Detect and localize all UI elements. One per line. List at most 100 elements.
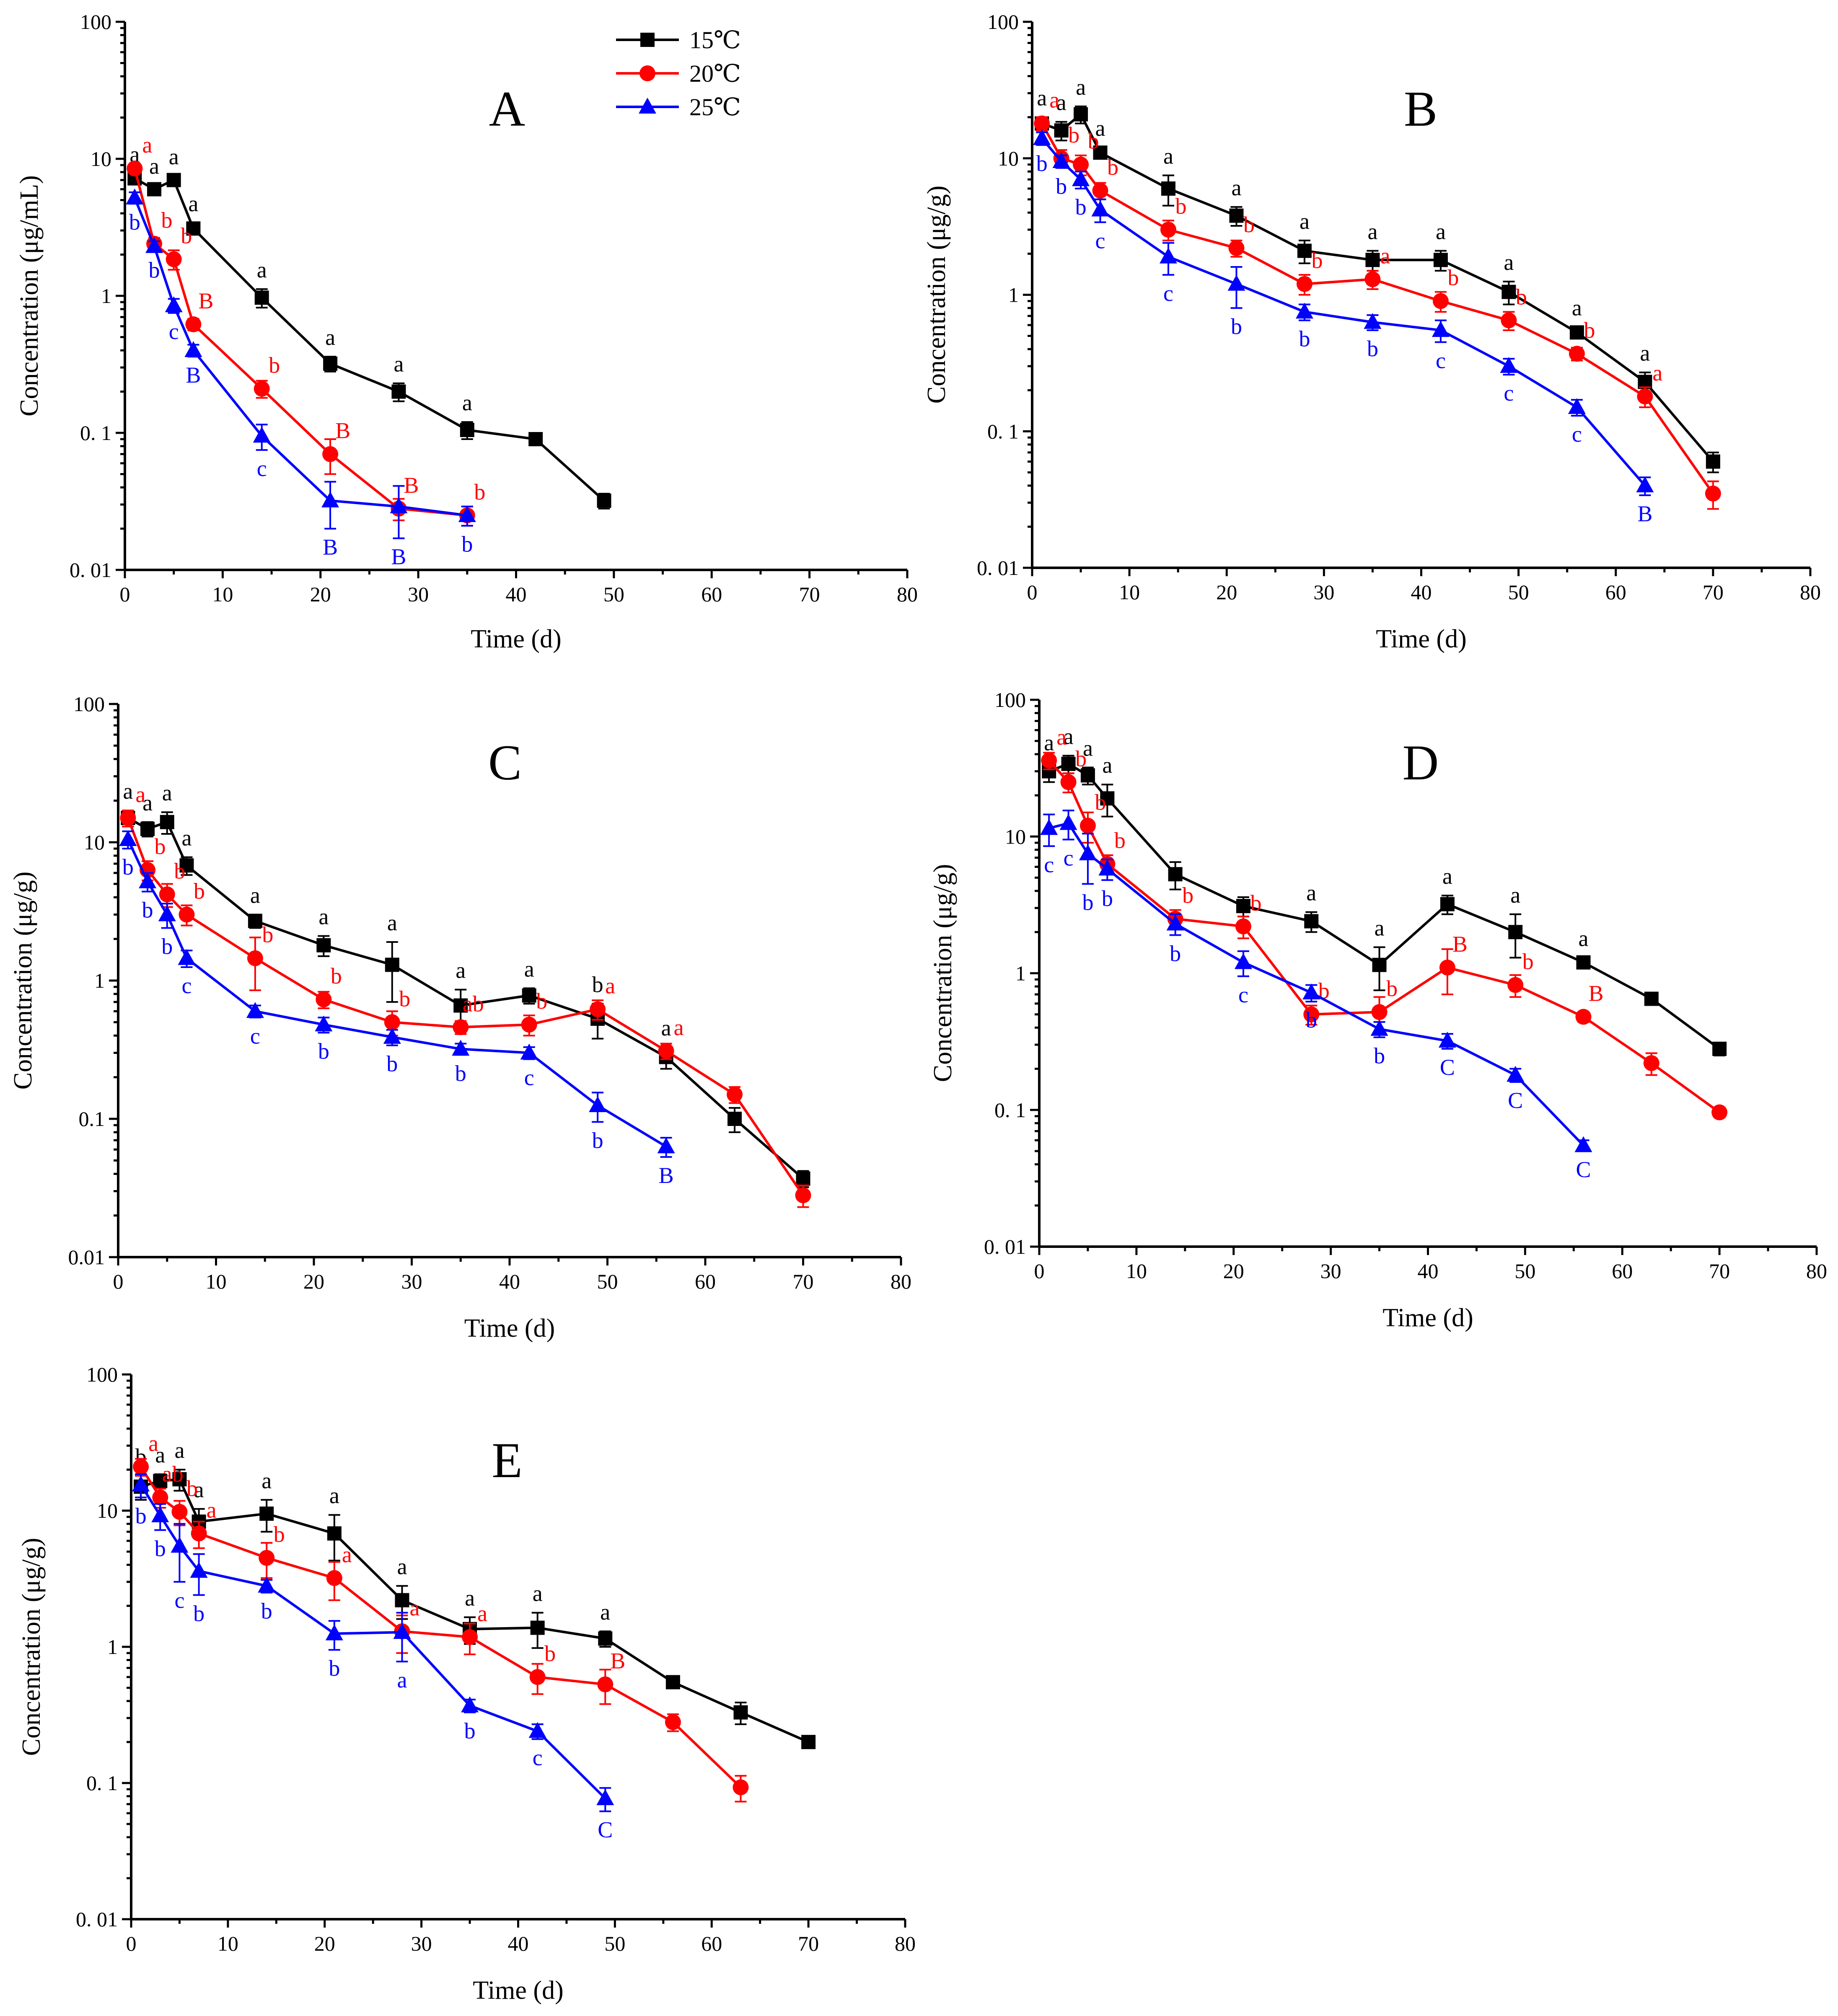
significance-label: a [123, 779, 133, 804]
data-point [1159, 247, 1177, 264]
significance-label: c [1436, 348, 1446, 373]
y-tick-label: 0. 01 [977, 556, 1019, 580]
data-point [1644, 991, 1659, 1006]
significance-label: C [1440, 1055, 1455, 1080]
significance-label: a [1076, 75, 1086, 100]
series-line [1041, 113, 1714, 463]
significance-label: a [257, 257, 267, 282]
significance-label: b [1243, 212, 1255, 237]
data-point [1041, 752, 1057, 769]
legend-marker [639, 65, 655, 81]
data-point [1060, 774, 1077, 790]
x-tick-label: 20 [303, 1270, 324, 1293]
significance-label: b [592, 972, 603, 997]
data-point [1059, 814, 1077, 830]
significance-label: a [605, 973, 615, 999]
significance-label: a [142, 790, 153, 815]
significance-label: b [386, 1051, 398, 1077]
data-point [384, 1014, 400, 1030]
x-tick-label: 0 [1034, 1259, 1045, 1283]
data-point [1636, 476, 1654, 492]
data-point [395, 1593, 409, 1607]
significance-label: a [181, 826, 192, 851]
significance-label: a [1306, 880, 1316, 906]
data-point [1080, 818, 1096, 834]
legend-marker [639, 98, 656, 114]
data-point [1072, 170, 1090, 186]
data-point [1040, 819, 1058, 835]
data-point [127, 160, 143, 177]
data-point [178, 949, 196, 965]
data-point [253, 427, 271, 443]
significance-label: a [1572, 295, 1582, 321]
data-point [1061, 756, 1076, 771]
significance-label: b [155, 1536, 166, 1561]
x-tick-label: 80 [1800, 580, 1821, 604]
data-point [158, 905, 176, 921]
y-tick-label: 0. 1 [987, 419, 1019, 443]
legend-label: 15℃ [689, 26, 741, 54]
significance-label: a [465, 1585, 475, 1610]
x-tick-label: 70 [798, 1932, 819, 1955]
significance-label: a [661, 1015, 671, 1040]
series-line [1041, 123, 1714, 494]
data-point [1371, 1004, 1388, 1020]
data-point [315, 1015, 333, 1032]
significance-label: B [391, 544, 406, 569]
significance-label: a [342, 1542, 352, 1567]
data-point [165, 296, 183, 313]
x-tick-label: 10 [206, 1270, 227, 1293]
data-point [383, 1027, 401, 1044]
panel-A: 0 10 20 30 40 50 60 70 80 0. 01 0. 1 1 10 100 Time (d)… [15, 10, 918, 653]
data-point [1501, 312, 1517, 329]
data-point [1168, 867, 1183, 882]
significance-label: c [524, 1065, 534, 1090]
y-axis-title: Concentration (μg/g) [922, 186, 951, 404]
significance-label: b [269, 353, 280, 378]
data-point [246, 1002, 264, 1018]
data-point [796, 1171, 810, 1186]
data-point [316, 938, 331, 952]
y-tick-label: 1 [1015, 962, 1026, 985]
significance-label: a [1640, 341, 1650, 366]
data-point [529, 1669, 546, 1685]
x-tick-label: 30 [408, 582, 429, 606]
data-point [133, 1459, 149, 1475]
significance-label: B [198, 288, 213, 313]
x-tick-label: 10 [1126, 1259, 1147, 1283]
significance-label: b [274, 1522, 285, 1547]
significance-label: a [194, 1477, 204, 1502]
data-point [391, 384, 406, 399]
panel-title: A [489, 81, 526, 137]
data-point [147, 182, 162, 197]
data-point [247, 950, 263, 966]
significance-label: a [207, 1497, 217, 1522]
data-point [153, 1474, 168, 1488]
y-tick-label: 1 [107, 1635, 118, 1659]
significance-label: b [1522, 949, 1534, 974]
significance-label: a [1064, 724, 1074, 749]
x-tick-label: 0 [1027, 580, 1038, 604]
panel-E: 0 10 20 30 40 50 60 70 80 0. 01 0. 1 1 10 100 Time (d)… [17, 1363, 916, 2005]
data-point [597, 493, 611, 508]
significance-label: a [1163, 143, 1173, 168]
significance-label: a [1510, 882, 1520, 908]
significance-label: b [1175, 194, 1186, 219]
y-tick-label: 10 [1005, 825, 1026, 848]
significance-label: a [1037, 85, 1047, 111]
significance-label: a [397, 1554, 407, 1579]
significance-label: b [1306, 1007, 1317, 1033]
y-tick-label: 1 [94, 969, 105, 992]
data-point [185, 316, 202, 332]
data-point [1052, 152, 1070, 168]
x-tick-label: 10 [212, 582, 233, 606]
data-point [323, 356, 338, 371]
significance-label: c [1238, 982, 1248, 1007]
x-tick-label: 20 [1216, 580, 1237, 604]
data-point [1569, 346, 1585, 362]
significance-label: c [1095, 228, 1105, 253]
data-point [248, 914, 262, 928]
